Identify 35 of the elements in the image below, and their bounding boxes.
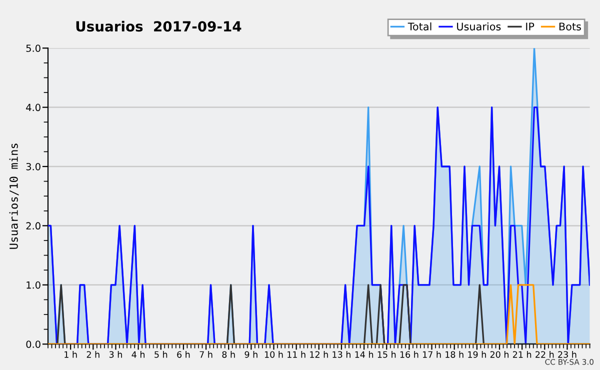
x-tick-label: 9 h — [244, 351, 258, 358]
y-tick-label: 4.0 — [26, 104, 40, 112]
chart-title: Usuarios 2017-09-14 — [76, 20, 242, 32]
x-tick-label: 1 h — [64, 351, 77, 358]
x-tick-label: 16 h — [400, 351, 418, 358]
x-tick-label: 15 h — [378, 351, 396, 358]
x-tick-label: 12 h — [310, 351, 328, 358]
x-tick-label: 22 h — [536, 351, 554, 358]
x-tick-label: 14 h — [355, 351, 374, 358]
x-tick-label: 18 h — [446, 351, 464, 358]
x-tick-label: 2 h — [86, 351, 100, 358]
y-tick-label: 3.0 — [26, 162, 40, 170]
y-tick-label: 2.0 — [26, 222, 40, 230]
y-axis-title: Usuarios/10 mins — [9, 144, 19, 249]
x-tick-label: 13 h — [332, 351, 350, 358]
x-tick-label: 19 h — [468, 351, 486, 358]
x-tick-label: 8 h — [222, 351, 235, 358]
x-tick-label: 3 h — [109, 351, 122, 358]
x-tick-label: 5 h — [154, 351, 168, 358]
x-tick-label: 4 h — [132, 351, 145, 358]
x-tick-label: 10 h — [264, 351, 283, 358]
x-tick-label: 6 h — [177, 351, 190, 358]
legend-label: IP — [526, 22, 534, 30]
y-tick-label: 1.0 — [26, 281, 40, 289]
legend-label: Usuarios — [457, 22, 501, 30]
x-tick-label: 20 h — [490, 351, 508, 358]
x-tick-label: 11 h — [288, 351, 306, 358]
x-tick-label: 23 h — [558, 351, 576, 358]
legend-label: Bots — [559, 22, 581, 30]
x-tick-label: 21 h — [512, 351, 532, 358]
y-tick-label: 0.0 — [26, 340, 40, 348]
legend-label: Total — [408, 22, 432, 30]
x-tick-label: 7 h — [200, 351, 212, 358]
y-tick-label: 5.0 — [26, 44, 40, 52]
x-tick-label: 17 h — [423, 351, 441, 358]
